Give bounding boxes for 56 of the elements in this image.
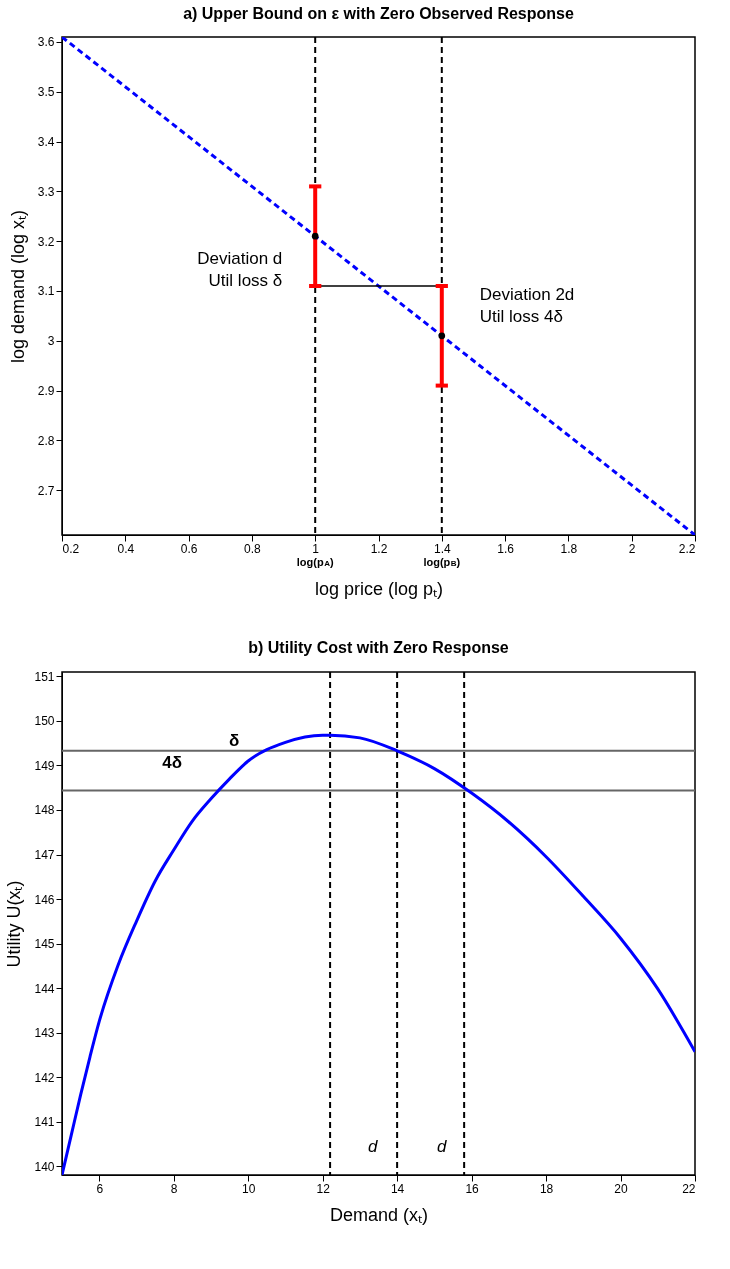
- x-tick-label: 0.8: [244, 541, 262, 556]
- x-tick-label: 10: [242, 1181, 256, 1196]
- x-tick-label: 14: [390, 1181, 405, 1196]
- y-axis-title: Utility U(xₜ): [4, 880, 25, 968]
- y-tick-label: 144: [34, 981, 55, 996]
- x-tick-label: 2: [628, 541, 636, 556]
- x-tick-label: 1: [312, 541, 320, 556]
- y-tick-label: 146: [34, 892, 55, 907]
- y-tick-label: 140: [34, 1159, 55, 1174]
- annotation: d: [368, 1136, 379, 1156]
- y-tick-label: 3.3: [37, 184, 55, 199]
- x-tick-label: 22: [682, 1181, 696, 1196]
- y-tick-label: 145: [34, 937, 55, 952]
- ref-line-label: log(pB): [423, 556, 461, 568]
- x-tick-label: 0.6: [180, 541, 198, 556]
- x-tick-label: 1.8: [560, 541, 578, 556]
- x-tick-label: 2.2: [678, 541, 696, 556]
- y-tick-label: 147: [34, 848, 55, 862]
- y-tick-label: 3.1: [37, 284, 55, 299]
- x-tick-label: 20: [614, 1181, 629, 1196]
- y-axis-title: log demand (log xₜ): [7, 209, 28, 364]
- annotation: Deviation 2d Util loss 4δ: [479, 284, 575, 326]
- x-tick-label: 12: [316, 1181, 331, 1196]
- x-tick-label: 0.4: [117, 541, 135, 556]
- y-tick-label: 3: [47, 334, 55, 349]
- x-tick-label: 6: [96, 1181, 104, 1196]
- annotation: δ: [229, 730, 240, 750]
- x-tick-label: 0.2: [62, 541, 80, 556]
- y-tick-label: 3.4: [37, 135, 55, 150]
- ref-line-label: log(pA): [296, 556, 334, 568]
- x-axis-title: Demand (xₜ): [329, 1204, 429, 1225]
- x-tick-label: 8: [170, 1181, 178, 1196]
- y-tick-label: 148: [34, 803, 55, 818]
- chart-title: b) Utility Cost with Zero Response: [248, 639, 509, 657]
- y-tick-label: 3.6: [37, 35, 55, 50]
- annotation: d: [437, 1136, 448, 1156]
- y-tick-label: 151: [34, 669, 55, 684]
- y-tick-label: 143: [34, 1026, 55, 1041]
- y-tick-label: 2.8: [37, 433, 55, 448]
- y-tick-label: 150: [34, 714, 55, 729]
- y-tick-label: 3.2: [37, 234, 55, 249]
- y-tick-label: 3.5: [37, 85, 55, 100]
- x-axis-title: log price (log pₜ): [314, 578, 444, 599]
- x-tick-label: 16: [465, 1181, 480, 1196]
- y-tick-label: 2.9: [37, 384, 55, 399]
- y-tick-label: 142: [34, 1070, 55, 1085]
- y-tick-label: 2.7: [37, 483, 55, 498]
- chart-title: a) Upper Bound on ε with Zero Observed Response: [183, 4, 574, 22]
- y-tick-label: 141: [34, 1115, 55, 1130]
- x-tick-label: 1.4: [433, 541, 451, 556]
- annotation: Deviation d Util loss δ: [197, 249, 283, 291]
- x-tick-label: 1.2: [370, 541, 388, 556]
- annotation: 4δ: [162, 753, 183, 773]
- y-tick-label: 149: [34, 758, 55, 773]
- x-tick-label: 18: [539, 1181, 554, 1196]
- x-tick-label: 1.6: [497, 541, 515, 556]
